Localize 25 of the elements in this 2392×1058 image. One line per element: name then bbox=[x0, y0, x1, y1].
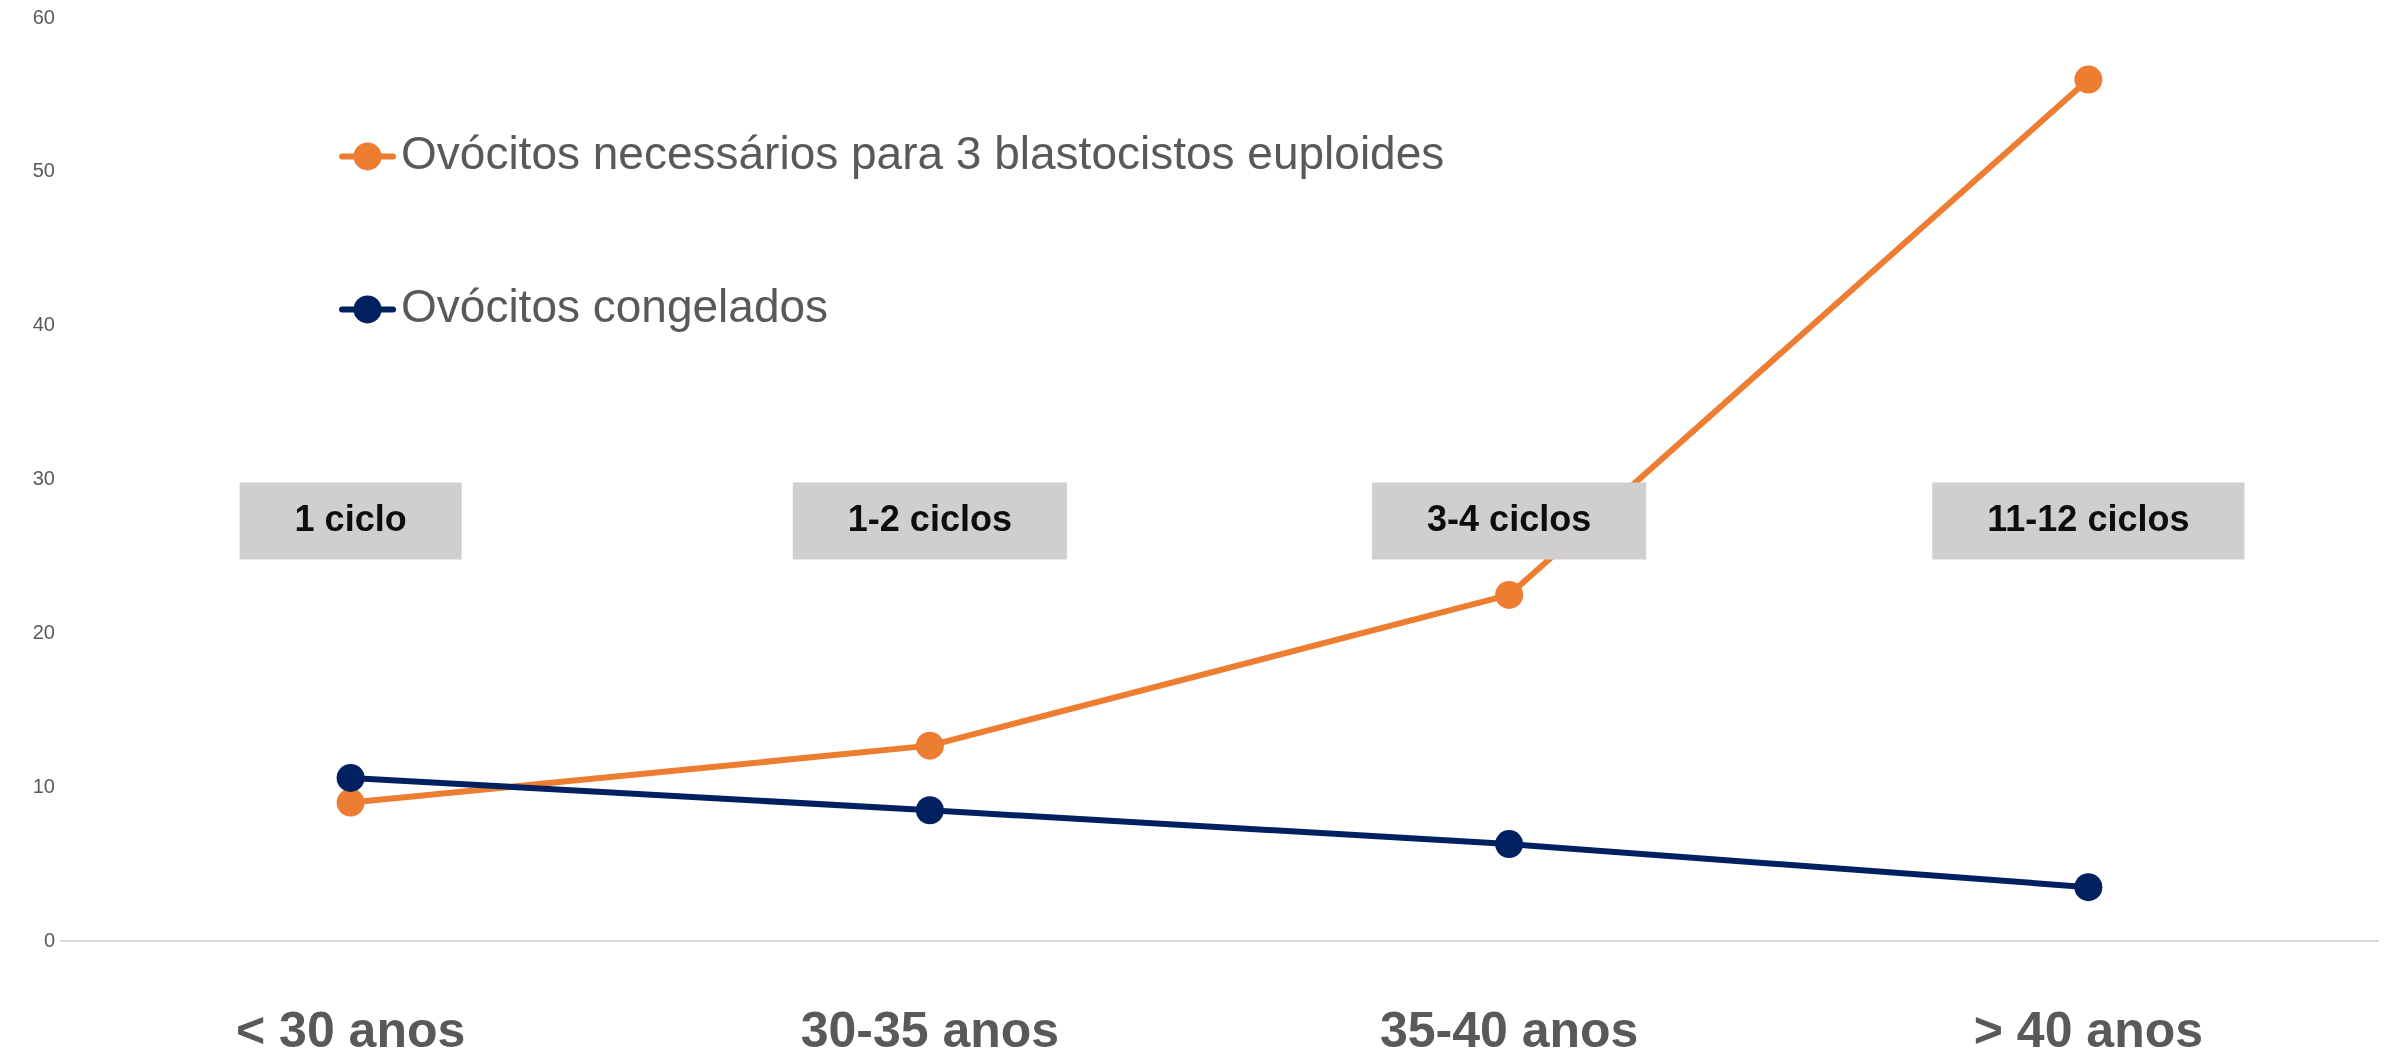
point bbox=[915, 731, 944, 760]
legend-label: Ovócitos congelados bbox=[401, 280, 829, 333]
x-tick-label: > 40 anos bbox=[1973, 1001, 2204, 1058]
annotation: 1-2 ciclos bbox=[847, 497, 1012, 539]
y-tick-label: 50 bbox=[32, 159, 55, 182]
x-tick-label: 30-35 anos bbox=[800, 1001, 1060, 1058]
point bbox=[336, 763, 365, 792]
annotation: 1 ciclo bbox=[294, 497, 407, 539]
point bbox=[1495, 830, 1524, 859]
point bbox=[2074, 65, 2103, 94]
x-tick-label: < 30 anos bbox=[235, 1001, 466, 1058]
annotation: 11-12 ciclos bbox=[1987, 497, 2190, 539]
annotation: 3-4 ciclos bbox=[1427, 497, 1592, 539]
legend-label: Ovócitos necessários para 3 blastocistos euploides bbox=[401, 127, 1445, 180]
y-tick-label: 10 bbox=[32, 774, 55, 797]
point bbox=[2074, 873, 2103, 902]
y-tick-label: 20 bbox=[32, 620, 55, 643]
y-tick-label: 40 bbox=[32, 313, 55, 336]
y-tick-label: 30 bbox=[32, 467, 55, 490]
y-tick-label: 0 bbox=[43, 928, 55, 951]
point bbox=[1495, 580, 1524, 609]
point bbox=[336, 788, 365, 817]
point bbox=[915, 796, 944, 825]
y-tick-label: 60 bbox=[32, 5, 55, 28]
x-tick-label: 35-40 anos bbox=[1379, 1001, 1639, 1058]
